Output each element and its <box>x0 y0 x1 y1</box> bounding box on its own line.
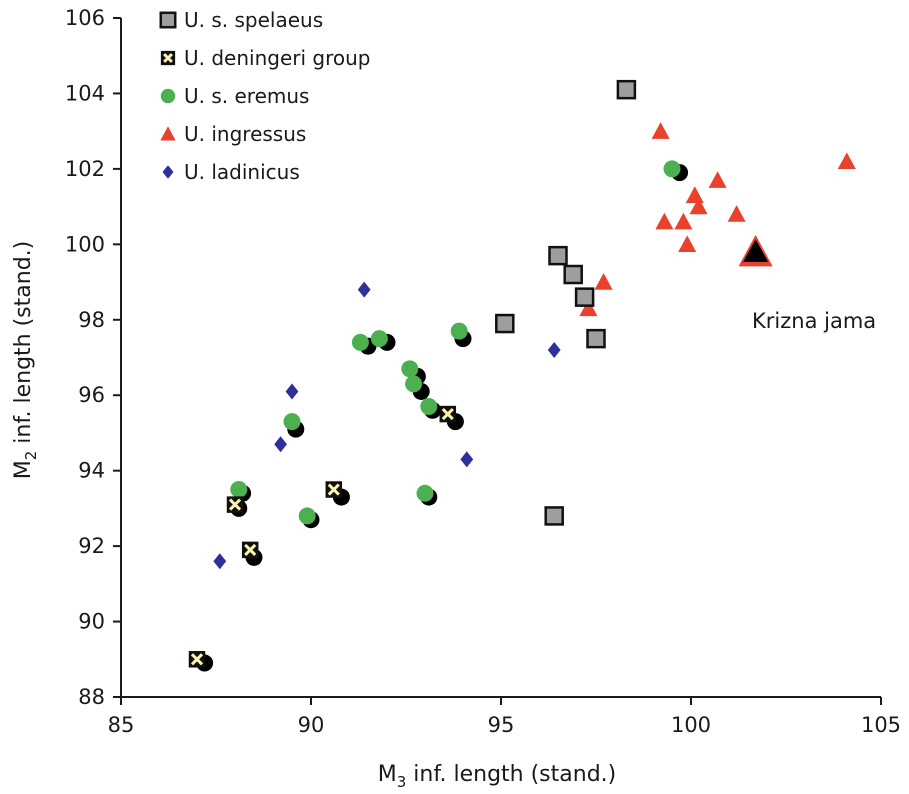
point-u-s-eremus <box>230 481 248 499</box>
point-u-ingressus <box>708 171 727 188</box>
point-u-deningeri-group <box>439 405 457 423</box>
y-tick-label: 106 <box>65 6 105 30</box>
legend-marker-u-s-eremus <box>160 88 176 104</box>
point-u-s-eremus <box>298 507 316 525</box>
y-tick-label: 100 <box>65 232 105 256</box>
x-axis-title: M3 inf. length (stand.) <box>378 762 616 791</box>
point-u-s-eremus <box>663 160 681 178</box>
point-u-ladinicus <box>460 451 474 468</box>
legend-label-u-deningeri-group: U. deningeri group <box>184 46 370 70</box>
x-tick-label: 90 <box>298 713 325 737</box>
y-tick-label: 92 <box>78 534 105 558</box>
y-tick-label: 94 <box>78 459 105 483</box>
point-u-ingressus <box>678 235 697 252</box>
point-u-s-spelaeus <box>544 506 564 526</box>
point-u-s-spelaeus <box>563 264 583 285</box>
point-u-deningeri-group <box>325 481 343 498</box>
annotation-krizna-jama: Krizna jama <box>752 309 876 333</box>
x-axis-title-main: M <box>378 762 397 787</box>
point-u-ingressus <box>655 212 674 230</box>
legend-label-u-s-spelaeus: U. s. spelaeus <box>184 8 323 32</box>
point-u-s-spelaeus <box>574 287 595 307</box>
point-u-deningeri-group <box>226 496 244 513</box>
point-u-ingressus <box>674 212 693 230</box>
point-u-s-spelaeus <box>495 313 515 334</box>
point-u-s-eremus <box>351 333 369 351</box>
x-axis-title-rest: inf. length (stand.) <box>406 762 616 787</box>
y-tick-label: 104 <box>65 81 105 105</box>
point-u-ladinicus <box>213 553 227 570</box>
point-u-s-eremus <box>401 360 419 378</box>
point-u-ingressus <box>685 186 704 203</box>
data-points <box>188 79 856 668</box>
y-tick-label: 98 <box>78 308 105 332</box>
point-krizna-jama <box>738 234 773 267</box>
y-tick-label: 88 <box>78 685 105 709</box>
point-u-ingressus <box>594 273 613 290</box>
point-u-ingressus <box>727 205 746 222</box>
point-u-ingressus <box>579 299 598 317</box>
legend-marker-u-s-spelaeus <box>159 11 177 29</box>
y-axis-title: M2 inf. length (stand.) <box>11 241 40 479</box>
x-tick-label: 105 <box>861 713 901 737</box>
point-u-s-eremus <box>420 398 438 416</box>
axes <box>120 18 881 698</box>
point-u-s-eremus <box>405 375 423 393</box>
point-u-s-eremus <box>450 322 468 340</box>
legend-marker-u-deningeri-group <box>160 50 176 66</box>
point-u-deningeri-group <box>241 541 259 559</box>
legend-label-u-ladinicus: U. ladinicus <box>184 160 300 184</box>
y-axis-title-sub: 2 <box>22 451 40 461</box>
legend-label-u-ingressus: U. ingressus <box>184 122 306 146</box>
y-tick-label: 102 <box>65 157 105 181</box>
point-u-s-eremus <box>416 484 434 502</box>
x-tick-label: 100 <box>671 713 711 737</box>
point-u-ladinicus <box>357 281 371 298</box>
x-tick-label: 95 <box>488 713 515 737</box>
point-u-s-eremus <box>283 413 301 431</box>
y-axis-title-rest: inf. length (stand.) <box>11 241 36 451</box>
legend-marker-u-ingressus <box>160 126 176 141</box>
point-u-ladinicus <box>274 436 287 453</box>
y-tick-label: 96 <box>78 383 105 407</box>
point-u-ingressus <box>651 122 670 139</box>
legend-marker-u-ladinicus <box>162 165 174 179</box>
ticks: 85 90 95 100 105 88 90 92 94 96 98 100 102 104 106 <box>65 6 901 737</box>
point-u-s-spelaeus <box>548 245 568 266</box>
point-u-ingressus <box>837 152 856 169</box>
point-u-deningeri-group <box>188 651 206 668</box>
legend: U. s. spelaeus U. deningeri group U. s. er… <box>159 8 370 184</box>
point-u-s-spelaeus <box>586 328 606 349</box>
legend-label-u-s-eremus: U. s. eremus <box>184 84 309 108</box>
y-axis-title-main: M <box>11 460 36 479</box>
point-u-ingressus <box>689 197 708 215</box>
x-tick-label: 85 <box>108 713 135 737</box>
point-u-s-eremus <box>370 330 388 348</box>
y-tick-label: 90 <box>78 610 105 634</box>
point-u-ladinicus <box>285 383 299 400</box>
point-u-ladinicus <box>547 341 561 358</box>
point-u-s-spelaeus <box>616 79 637 100</box>
x-axis-title-sub: 3 <box>397 773 407 791</box>
